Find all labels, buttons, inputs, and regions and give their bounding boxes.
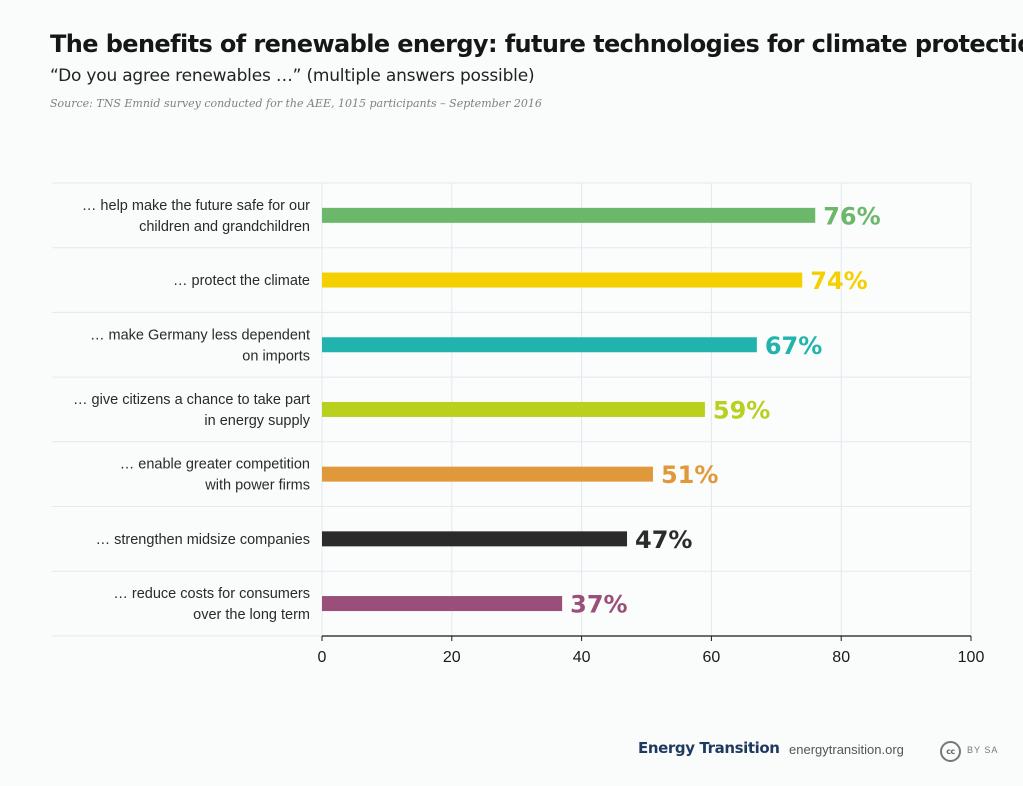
bar xyxy=(322,207,816,223)
bar xyxy=(322,531,628,547)
x-axis: 0 20 40 60 80 100 xyxy=(318,635,985,666)
brand-logo-text[interactable]: Energy Transition xyxy=(638,739,780,757)
category-label: over the long term xyxy=(193,607,310,623)
footer-url-link[interactable]: energytransition.org xyxy=(789,742,904,757)
value-label: 76% xyxy=(823,202,880,230)
value-label: 67% xyxy=(765,332,822,360)
license-label: BY SA xyxy=(967,745,999,755)
value-label: 51% xyxy=(661,461,718,489)
value-label: 47% xyxy=(635,526,692,554)
value-labels: 76% 74% 67% 59% 51% 47% 37% xyxy=(570,202,881,618)
category-label: … give citizens a chance to take part xyxy=(73,392,310,408)
bar xyxy=(322,401,705,417)
category-label: … reduce costs for consumers xyxy=(113,586,310,602)
category-label: children and grandchildren xyxy=(139,219,310,235)
source-note: Source: TNS Emnid survey conducted for t… xyxy=(50,97,542,110)
category-label: … strengthen midsize companies xyxy=(96,532,310,548)
category-label: … enable greater competition xyxy=(120,457,310,473)
category-label: … make Germany less dependent xyxy=(90,327,310,343)
value-label: 59% xyxy=(713,396,770,424)
category-label: … help make the future safe for our xyxy=(82,198,310,214)
x-tick-label: 20 xyxy=(443,649,461,666)
value-label: 37% xyxy=(570,591,627,619)
bar xyxy=(322,272,803,288)
category-label: … protect the climate xyxy=(173,273,310,289)
category-label: with power firms xyxy=(204,478,310,494)
x-tick-label: 40 xyxy=(573,649,591,666)
bar xyxy=(322,337,757,353)
chart-title: The benefits of renewable energy: future… xyxy=(50,30,1023,58)
category-label: on imports xyxy=(242,348,310,364)
x-tick-label: 100 xyxy=(958,649,985,666)
creative-commons-icon: cc xyxy=(940,741,961,762)
chart-subtitle: “Do you agree renewables …” (multiple an… xyxy=(50,66,535,86)
category-label: in energy supply xyxy=(204,413,310,429)
x-tick-label: 60 xyxy=(703,649,721,666)
category-labels: … help make the future safe for our child… xyxy=(73,198,311,623)
x-tick-label: 80 xyxy=(832,649,850,666)
bar xyxy=(322,466,653,482)
bars xyxy=(322,207,816,612)
value-label: 74% xyxy=(810,267,867,295)
bar xyxy=(322,596,563,612)
x-tick-label: 0 xyxy=(318,649,327,666)
